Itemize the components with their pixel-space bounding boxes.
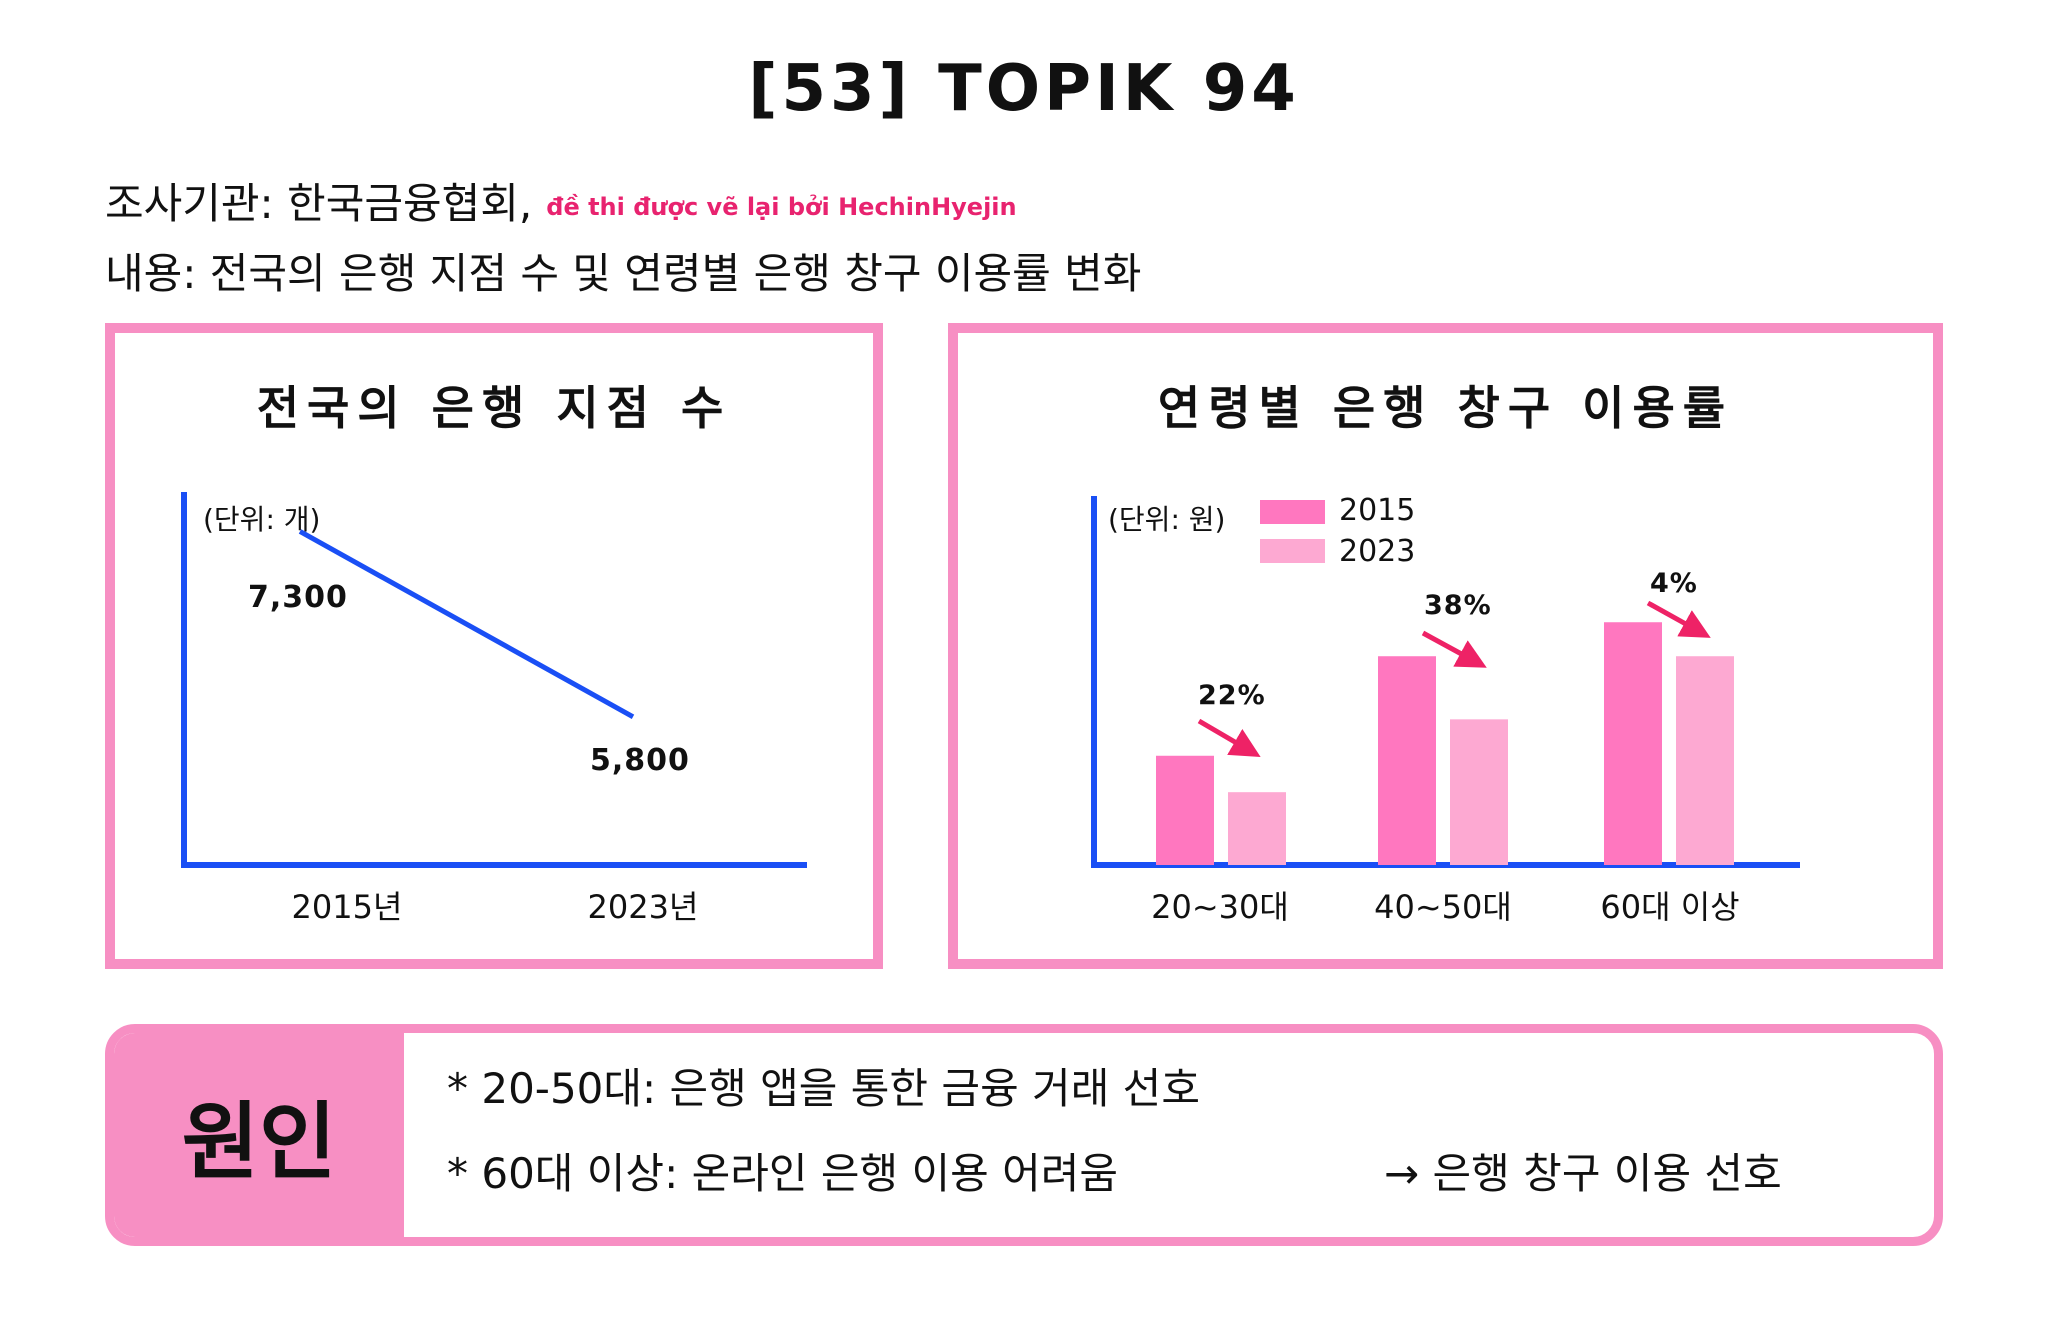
annotation-38: 38% (1424, 590, 1492, 621)
cause-bullet: * 20-50대: 은행 앱을 통한 금융 거래 선호 (447, 1064, 1200, 1113)
legend-swatch-2015 (1260, 500, 1325, 524)
source-line: 조사기관: 한국금융협회, đề thi được vẽ lại bởi Hech… (105, 170, 1017, 231)
bar-2023-2 (1676, 656, 1734, 865)
annotation-4: 4% (1650, 568, 1698, 599)
bar-chart-unit: (단위: 원) (1108, 503, 1226, 536)
bar-2023-0 (1228, 792, 1286, 865)
arrow-down-icon (1197, 718, 1261, 758)
value-label-2023: 5,800 (590, 743, 690, 778)
legend-label-2023: 2023 (1339, 534, 1416, 569)
page-title: [53] TOPIK 94 (748, 52, 1300, 126)
cause-result: → 은행 창구 이용 선호 (1384, 1149, 1782, 1198)
cause-bullet: * 60대 이상: 온라인 은행 이용 어려움 (447, 1149, 1119, 1198)
bar-2015-2 (1604, 622, 1662, 865)
arrow-down-icon (1421, 630, 1487, 668)
x-tick-2023: 2023년 (587, 888, 699, 926)
branch-trend-line (298, 529, 635, 719)
branch-count-chart-frame (105, 323, 883, 969)
cause-panel: 원인 * 20-50대: 은행 앱을 통한 금융 거래 선호 * 60대 이상:… (105, 1024, 1943, 1246)
cause-label: 원인 (114, 1033, 404, 1237)
value-label-2015: 7,300 (248, 580, 348, 615)
x-tick-20-30: 20~30대 (1151, 888, 1289, 926)
source-text: 조사기관: 한국금융협회, (105, 179, 533, 228)
x-tick-40-50: 40~50대 (1374, 888, 1512, 926)
bar-2015-0 (1156, 755, 1214, 865)
line-chart-title: 전국의 은행 지점 수 (256, 381, 732, 435)
arrow-down-icon (1646, 600, 1711, 638)
x-tick-60-plus: 60대 이상 (1600, 888, 1740, 926)
window-usage-chart-frame (948, 323, 1943, 969)
bar-chart-title: 연령별 은행 창구 이용률 (1157, 381, 1734, 435)
legend-label-2015: 2015 (1339, 493, 1416, 528)
annotation-22: 22% (1198, 680, 1266, 711)
x-tick-2015: 2015년 (291, 888, 403, 926)
content-line: 내용: 전국의 은행 지점 수 및 연령별 은행 창구 이용률 변화 (105, 249, 1142, 298)
bar-2015-1 (1378, 656, 1436, 865)
bar-2023-1 (1450, 719, 1508, 865)
credit-text: đề thi được vẽ lại bởi HechinHyejin (546, 192, 1017, 221)
legend-swatch-2023 (1260, 539, 1325, 563)
